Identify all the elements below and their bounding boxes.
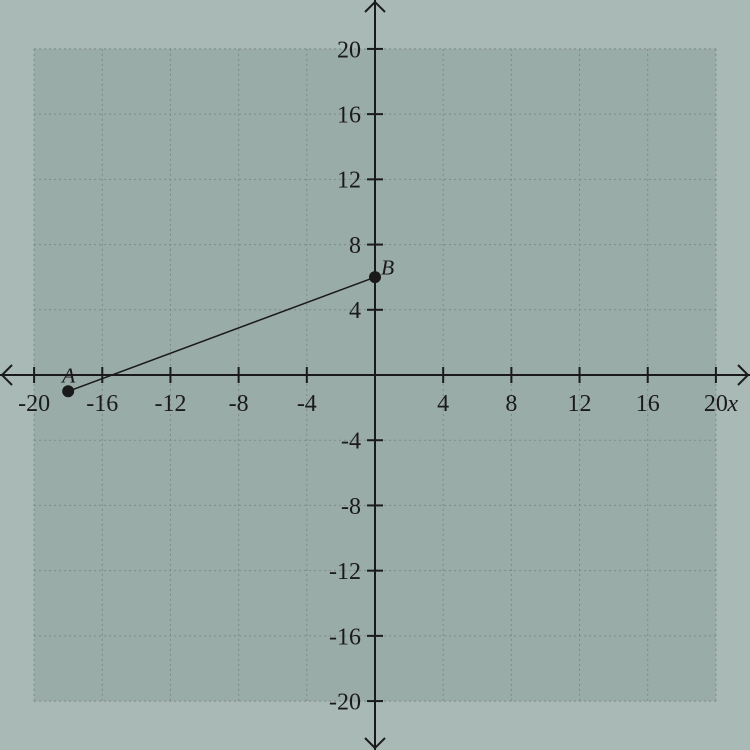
svg-text:-16: -16: [86, 391, 118, 417]
svg-text:-8: -8: [341, 494, 361, 520]
svg-text:A: A: [60, 364, 76, 388]
svg-text:20: 20: [704, 391, 728, 417]
svg-text:16: 16: [636, 391, 660, 417]
svg-text:B: B: [381, 255, 394, 279]
plot-svg: -20 -20 -16 -16 -12 -12 -8 -8 -4 -4 4 4 8 8 12 12 16 16 20…: [0, 0, 750, 750]
svg-text:-16: -16: [329, 624, 361, 650]
svg-text:4: 4: [349, 298, 361, 324]
svg-text:12: 12: [568, 391, 592, 417]
svg-text:8: 8: [505, 391, 517, 417]
coordinate-plane: -20 -20 -16 -16 -12 -12 -8 -8 -4 -4 4 4 8 8 12 12 16 16 20…: [0, 0, 750, 750]
svg-text:-4: -4: [341, 429, 361, 455]
svg-text:-12: -12: [329, 559, 361, 585]
svg-text:-8: -8: [229, 391, 249, 417]
svg-text:20: 20: [337, 37, 361, 63]
svg-text:-20: -20: [18, 391, 50, 417]
svg-text:12: 12: [337, 168, 361, 194]
svg-text:8: 8: [349, 233, 361, 259]
svg-text:-20: -20: [329, 689, 361, 715]
svg-text:x: x: [726, 391, 738, 417]
svg-text:4: 4: [437, 391, 449, 417]
svg-text:-12: -12: [154, 391, 186, 417]
svg-text:-4: -4: [297, 391, 317, 417]
svg-text:16: 16: [337, 103, 361, 129]
